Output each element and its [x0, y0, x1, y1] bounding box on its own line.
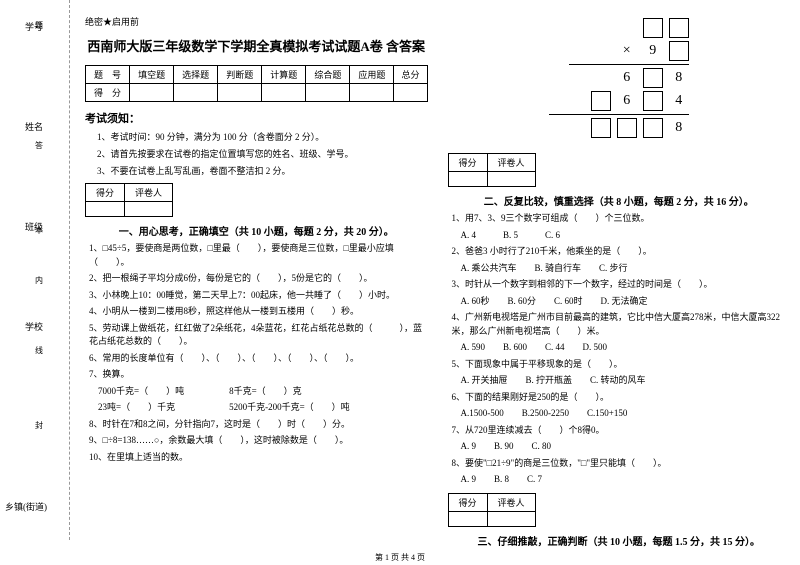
- q: 10、在里填上适当的数。: [89, 451, 428, 465]
- box[interactable]: [669, 18, 689, 38]
- th: 判断题: [218, 66, 262, 84]
- q: A. 590 B. 600 C. 44 D. 500: [452, 341, 791, 355]
- num: 8: [669, 120, 689, 136]
- q: 4、广州新电视塔是广州市目前最高的建筑，它比中信大厦高278米，中信大厦高322…: [452, 311, 791, 338]
- q: 4、小明从一楼到二楼用8秒，照这样他从一楼到五楼用（ ）秒。: [89, 305, 428, 319]
- sec2-title: 二、反复比较，慎重选择（共 8 小题，每题 2 分，共 16 分）。: [448, 193, 791, 208]
- grade-box: 得分评卷人: [85, 183, 173, 217]
- bind-da: 答: [35, 140, 43, 151]
- left-column: 绝密★启用前 西南师大版三年级数学下学期全真模拟考试试题A卷 含答案 题 号 填…: [85, 15, 428, 552]
- notice-item: 1、考试时间：90 分钟，满分为 100 分（含卷面分 2 分）。: [97, 130, 428, 143]
- label-xingming: 姓名: [25, 120, 43, 133]
- notice-item: 2、请首先按要求在试卷的指定位置填写您的姓名、班级、学号。: [97, 147, 428, 160]
- num: 9: [643, 43, 663, 59]
- bind-feng: 封: [35, 420, 43, 431]
- q: 1、用7、3、9三个数字可组成（ ）个三位数。: [452, 212, 791, 226]
- box[interactable]: [643, 91, 663, 111]
- q: 9、□÷8=138……○，余数最大填（ ），这时被除数是（ ）。: [89, 434, 428, 448]
- box[interactable]: [669, 41, 689, 61]
- q: 5、劳动课上做纸花，红红做了2朵纸花，4朵蓝花，红花占纸花总数的（ ），蓝花占纸…: [89, 322, 428, 349]
- th: 总分: [394, 66, 427, 84]
- main-content: 绝密★启用前 西南师大版三年级数学下学期全真模拟考试试题A卷 含答案 题 号 填…: [70, 0, 800, 552]
- reviewer-label: 评卷人: [487, 154, 535, 172]
- binding-margin: 学号 题 姓名 答 班级 本 内 学校 线 封 乡镇(街道): [0, 0, 70, 540]
- bind-xian: 线: [35, 345, 43, 356]
- q: 8、要使"□21÷9"的商是三位数，"□"里只能填（ ）。: [452, 457, 791, 471]
- multiplication-visual: × 9 6 8 6 4 8: [549, 18, 689, 138]
- q: 7000千克=（ ）吨 8千克=（ ）克: [89, 385, 428, 399]
- sec3-title: 三、仔细推敲，正确判断（共 10 小题，每题 1.5 分，共 15 分）。: [448, 533, 791, 548]
- q: A. 4 B. 5 C. 6: [452, 229, 791, 243]
- q: 2、把一根绳子平均分成6份，每份是它的（ ），5份是它的（ ）。: [89, 272, 428, 286]
- q: 1、□45÷5，要使商是两位数，□里最（ ），要使商是三位数，□里最小应填（ ）…: [89, 242, 428, 269]
- q: A. 乘公共汽车 B. 骑自行车 C. 步行: [452, 262, 791, 276]
- right-column: ×9 68 64 8 得分评卷人 二、反复比较，慎重选择（共 8 小题，每题 2…: [448, 15, 791, 552]
- q: A. 9 B. 8 C. 7: [452, 473, 791, 487]
- td: 得 分: [86, 84, 130, 102]
- th: 计算题: [262, 66, 306, 84]
- th: 应用题: [350, 66, 394, 84]
- num: 6: [617, 70, 637, 86]
- q: 7、从720里连续减去（ ）个8得0。: [452, 424, 791, 438]
- label-xiangzhen: 乡镇(街道): [5, 500, 47, 513]
- reviewer-label: 评卷人: [125, 184, 173, 202]
- num: 4: [669, 93, 689, 109]
- notice-title: 考试须知：: [85, 110, 428, 126]
- q: A. 开关抽屉 B. 拧开瓶盖 C. 转动的风车: [452, 374, 791, 388]
- box[interactable]: [643, 118, 663, 138]
- grade-box: 得分评卷人: [448, 153, 536, 187]
- q: A.1500-500 B.2500-2250 C.150+150: [452, 407, 791, 421]
- grade-label: 得分: [448, 154, 487, 172]
- notice-item: 3、不要在试卷上乱写乱画，卷面不整洁扣 2 分。: [97, 164, 428, 177]
- reviewer-label: 评卷人: [487, 493, 535, 511]
- bind-ben: 本: [35, 225, 43, 236]
- q: 2、爸爸3 小时行了210千米，他乘坐的是（ ）。: [452, 245, 791, 259]
- score-value-row: 得 分: [86, 84, 428, 102]
- num: 6: [617, 93, 637, 109]
- q: 3、时针从一个数字到相邻的下一个数字，经过的时间是（ ）。: [452, 278, 791, 292]
- mult-sign: ×: [617, 43, 637, 59]
- bind-nei: 内: [35, 275, 43, 286]
- q: 3、小林晚上10：00睡觉，第二天早上7：00起床，他一共睡了（ ）小时。: [89, 289, 428, 303]
- sec1-title: 一、用心思考，正确填空（共 10 小题，每题 2 分，共 20 分）。: [85, 223, 428, 238]
- score-table: 题 号 填空题 选择题 判断题 计算题 综合题 应用题 总分 得 分: [85, 65, 428, 102]
- q: 6、下面的结果刚好是250的是（ ）。: [452, 391, 791, 405]
- th: 填空题: [130, 66, 174, 84]
- q: 5、下面现象中属于平移现象的是（ ）。: [452, 358, 791, 372]
- th: 综合题: [306, 66, 350, 84]
- score-header-row: 题 号 填空题 选择题 判断题 计算题 综合题 应用题 总分: [86, 66, 428, 84]
- q: 23吨=（ ）千克 5200千克-200千克=（ ）吨: [89, 401, 428, 415]
- q: A. 60秒 B. 60分 C. 60时 D. 无法确定: [452, 295, 791, 309]
- box[interactable]: [591, 118, 611, 138]
- page-footer: 第 1 页 共 4 页: [0, 552, 800, 563]
- q: 6、常用的长度单位有（ ）、（ ）、（ ）、（ ）、（ ）。: [89, 352, 428, 366]
- bind-ti: 题: [35, 20, 43, 31]
- q: 8、时针在7和8之间，分针指向7，这时是（ ）时（ ）分。: [89, 418, 428, 432]
- q: A. 9 B. 90 C. 80: [452, 440, 791, 454]
- box[interactable]: [617, 118, 637, 138]
- q: 7、换算。: [89, 368, 428, 382]
- exam-title: 西南师大版三年级数学下学期全真模拟考试试题A卷 含答案: [85, 36, 428, 55]
- grade-box: 得分评卷人: [448, 493, 536, 527]
- secret-label: 绝密★启用前: [85, 15, 428, 28]
- num: 8: [669, 70, 689, 86]
- grade-label: 得分: [448, 493, 487, 511]
- th: 题 号: [86, 66, 130, 84]
- th: 选择题: [174, 66, 218, 84]
- box[interactable]: [591, 91, 611, 111]
- label-xuexiao: 学校: [25, 320, 43, 333]
- box[interactable]: [643, 68, 663, 88]
- grade-label: 得分: [86, 184, 125, 202]
- box[interactable]: [643, 18, 663, 38]
